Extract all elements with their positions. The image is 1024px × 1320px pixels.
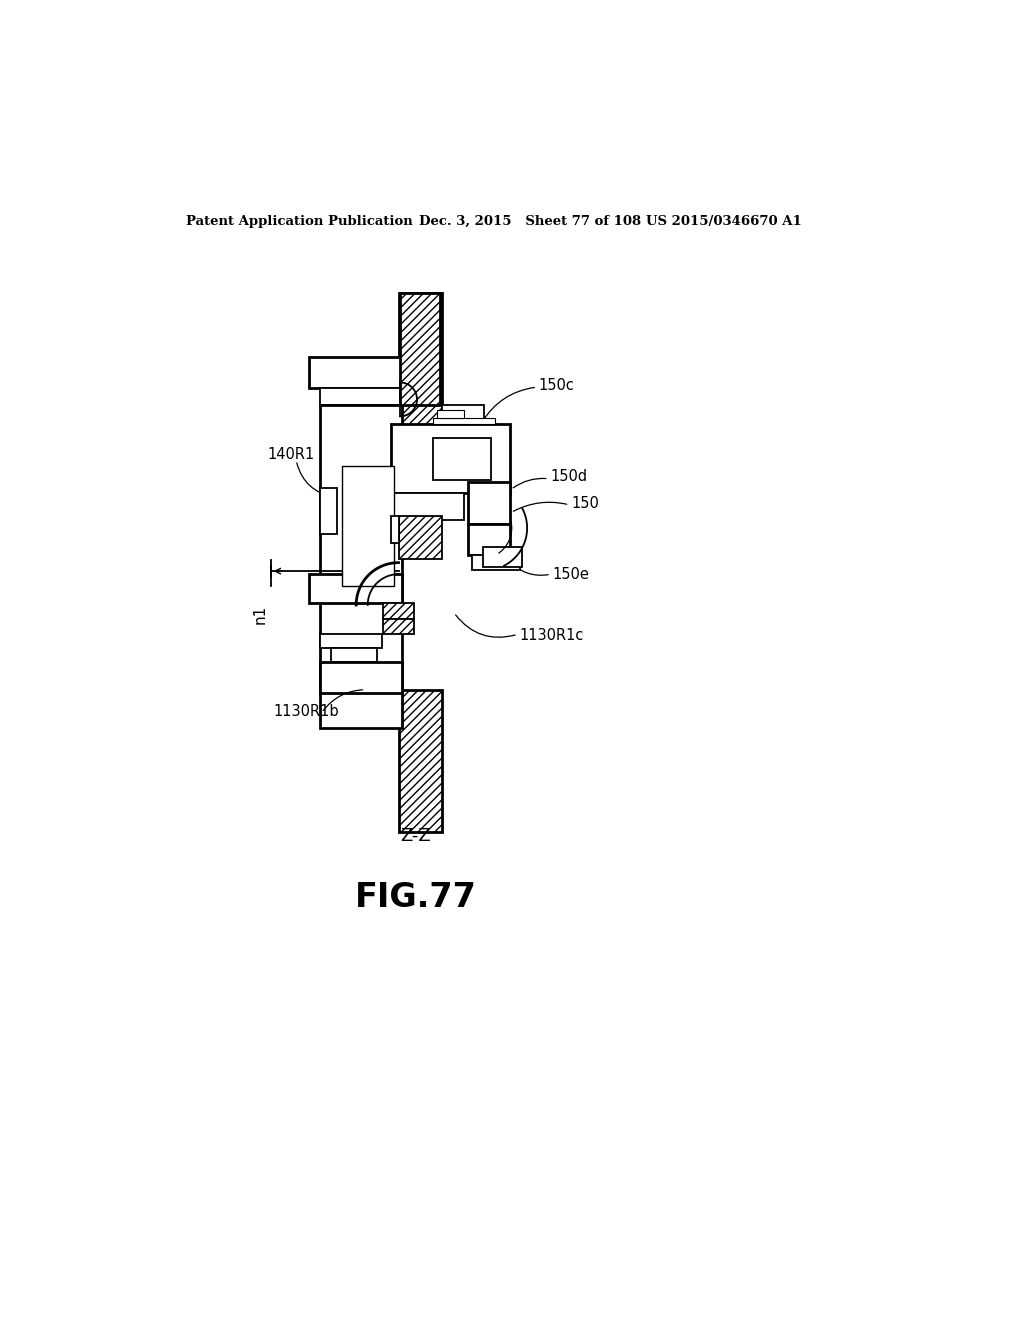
Bar [468, 524, 510, 554]
Text: 1130R1c: 1130R1c [519, 628, 584, 643]
Bar [468, 482, 510, 524]
Bar [319, 388, 401, 405]
Bar [309, 574, 401, 603]
Bar [383, 619, 414, 635]
Bar [398, 293, 441, 436]
Bar [319, 405, 401, 729]
Bar [391, 424, 510, 494]
Bar [437, 411, 464, 418]
Text: 150d: 150d [550, 469, 588, 484]
Bar [433, 418, 495, 424]
Bar [309, 358, 401, 388]
Bar [398, 516, 441, 558]
Text: 140R1: 140R1 [267, 447, 314, 462]
Text: 1130R1b: 1130R1b [273, 704, 339, 719]
Bar [319, 663, 401, 693]
Bar [391, 516, 398, 544]
Bar [319, 488, 337, 535]
Text: 150c: 150c [539, 378, 574, 393]
Text: Patent Application Publication: Patent Application Publication [186, 215, 413, 228]
Bar [441, 405, 484, 424]
Text: 150e: 150e [553, 566, 590, 582]
Bar [342, 466, 394, 586]
Text: Z-Z: Z-Z [400, 828, 431, 845]
Bar [391, 494, 464, 520]
Text: FIG.77: FIG.77 [354, 882, 476, 913]
Bar [483, 548, 521, 566]
Text: Dec. 3, 2015   Sheet 77 of 108: Dec. 3, 2015 Sheet 77 of 108 [419, 215, 641, 228]
Text: n1: n1 [253, 605, 267, 624]
Bar [433, 438, 490, 480]
Bar [319, 635, 382, 648]
Bar [400, 293, 440, 405]
Text: US 2015/0346670 A1: US 2015/0346670 A1 [646, 215, 802, 228]
Bar [383, 603, 414, 619]
Bar [472, 554, 520, 570]
Bar [331, 648, 377, 663]
Text: 150: 150 [571, 496, 599, 511]
Bar [398, 689, 441, 832]
